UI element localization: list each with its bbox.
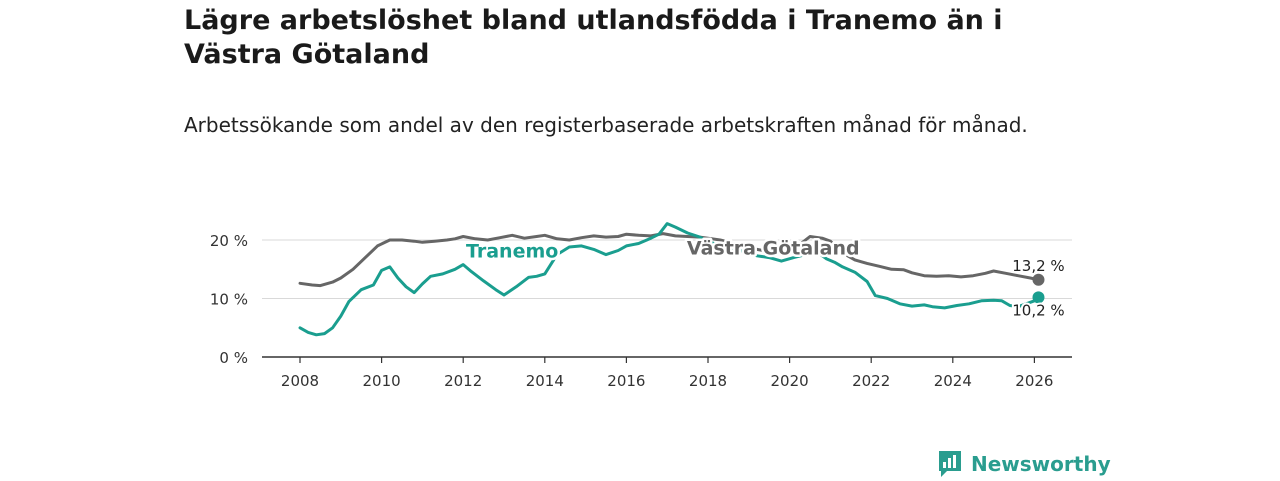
series-lines	[298, 222, 1040, 337]
inline-label-västra-götaland: Västra Götaland	[687, 238, 860, 260]
chart-subtitle: Arbetssökande som andel av den registerb…	[184, 113, 1028, 137]
series-line-tranemo	[298, 222, 1040, 337]
inline-label-tranemo: Tranemo	[466, 241, 558, 263]
end-value-label: 10,2 %	[1012, 301, 1064, 319]
x-tick-label: 2026	[1015, 372, 1053, 390]
y-axis: 0 % 10 % 20 %	[210, 232, 248, 367]
end-value-label: 13,2 %	[1012, 257, 1064, 275]
y-tick-label: 20 %	[210, 232, 248, 250]
x-axis: 2008 2010 2012 2014 2016 2018 2020 2022 2024 2026	[262, 356, 1072, 390]
end-marker-västra-götaland	[1032, 273, 1045, 286]
bar-chart-speech-bubble-icon	[939, 451, 961, 477]
series-line-västra-götaland	[298, 232, 1040, 288]
y-tick-label: 0 %	[219, 349, 248, 367]
x-tick-label: 2008	[281, 372, 319, 390]
x-tick-label: 2018	[689, 372, 727, 390]
end-markers: 13,2 % 10,2 %	[1010, 255, 1066, 322]
x-tick-label: 2012	[444, 372, 482, 390]
x-tick-label: 2014	[526, 372, 564, 390]
chart-title: Lägre arbetslöshet bland utlandsfödda i …	[184, 5, 1003, 70]
x-tick-label: 2022	[852, 372, 890, 390]
brand-name: Newsworthy	[971, 452, 1111, 476]
end-marker-tranemo	[1032, 291, 1045, 304]
x-tick-label: 2020	[771, 372, 809, 390]
x-tick-label: 2024	[934, 372, 972, 390]
x-tick-label: 2016	[607, 372, 645, 390]
inline-labels: Tranemo Västra Götaland	[463, 235, 862, 265]
y-tick-label: 10 %	[210, 291, 248, 309]
x-tick-label: 2010	[363, 372, 401, 390]
brand-logo[interactable]: Newsworthy	[937, 447, 1111, 481]
